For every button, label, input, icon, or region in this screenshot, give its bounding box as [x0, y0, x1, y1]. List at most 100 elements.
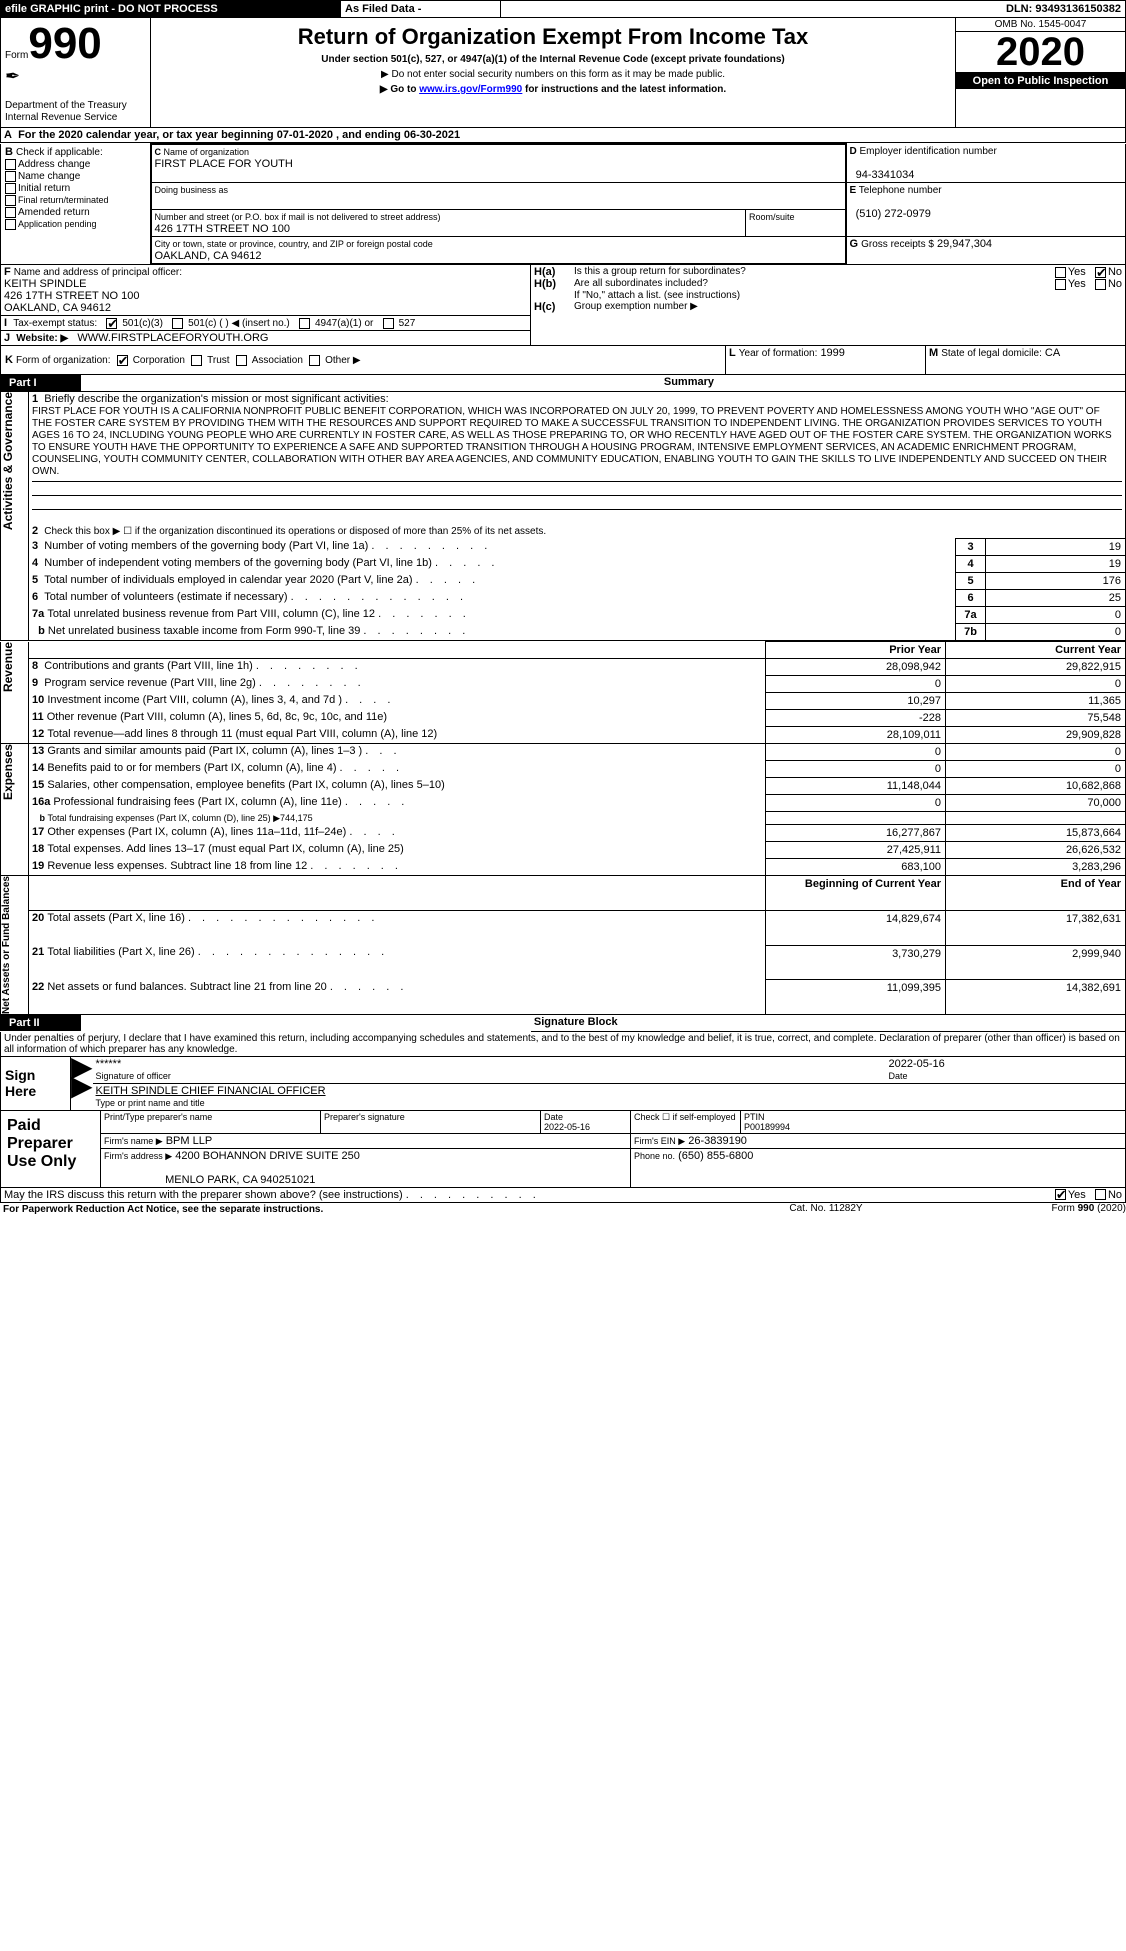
discuss-label: May the IRS discuss this return with the… [4, 1189, 403, 1201]
part-i-title: Summary [661, 375, 1126, 392]
hb-yes-checkbox[interactable] [1055, 279, 1066, 290]
prep-name-label: Print/Type preparer's name [101, 1111, 321, 1134]
form-subtitle: Under section 501(c), 527, or 4947(a)(1)… [157, 54, 949, 65]
pra-notice: For Paperwork Reduction Act Notice, see … [0, 1203, 726, 1216]
city-label: City or town, state or province, country… [155, 239, 433, 249]
form-header: Form990 ✒ Department of the Treasury Int… [0, 18, 1126, 128]
tax-year: 2020 [956, 32, 1125, 73]
org-name-label: Name of organization [164, 147, 250, 157]
row-7a: 7a Total unrelated business revenue from… [1, 607, 1126, 624]
current-year-header: Current Year [946, 642, 1126, 659]
row-13: 13 Grants and similar amounts paid (Part… [29, 744, 766, 761]
q1-label: Briefly describe the organization's miss… [44, 393, 388, 405]
row-20: 20 Total assets (Part X, line 16) . . . … [1, 910, 1126, 945]
firm-name-label: Firm's name ▶ [104, 1136, 163, 1146]
initial-return-checkbox[interactable] [5, 183, 16, 194]
year-form-value: 1999 [820, 347, 844, 359]
ein-label: Employer identification number [860, 146, 997, 157]
expenses-rotated: Expenses [1, 744, 15, 800]
corp-checkbox[interactable] [117, 355, 128, 366]
as-filed-label: As Filed Data - [341, 1, 501, 18]
501c3-checkbox[interactable] [106, 318, 117, 329]
firm-phone: (650) 855-6800 [678, 1150, 753, 1162]
paid-preparer-label: Paid Preparer Use Only [1, 1111, 101, 1188]
row-18: 18 Total expenses. Add lines 13–17 (must… [1, 842, 1126, 859]
row-19: 19 Revenue less expenses. Subtract line … [1, 859, 1126, 876]
row-3: 3 Number of voting members of the govern… [1, 539, 1126, 556]
discuss-no-checkbox[interactable] [1095, 1189, 1106, 1200]
row-14: 14 Benefits paid to or for members (Part… [1, 761, 1126, 778]
domicile-value: CA [1045, 347, 1060, 359]
row-21: 21 Total liabilities (Part X, line 26) .… [1, 945, 1126, 980]
row-22: 22 Net assets or fund balances. Subtract… [1, 980, 1126, 1015]
row-4: 4 Number of independent voting members o… [1, 556, 1126, 573]
phone-value: (510) 272-0979 [856, 208, 931, 220]
street-label: Number and street (or P.O. box if mail i… [155, 212, 441, 222]
501c-checkbox[interactable] [172, 318, 183, 329]
activities-rotated: Activities & Governance [1, 392, 15, 530]
part-ii-label: Part II [1, 1015, 81, 1031]
sig-date-label: Date [889, 1071, 908, 1081]
ptin-label: PTIN [744, 1112, 765, 1122]
form-number: 990 [28, 19, 101, 68]
firm-addr1: 4200 BOHANNON DRIVE SUITE 250 [175, 1150, 360, 1162]
hb-note: If "No," attach a list. (see instruction… [574, 290, 1122, 301]
ha-yes-checkbox[interactable] [1055, 267, 1066, 278]
row-8: 8 Contributions and grants (Part VIII, l… [1, 659, 1126, 676]
street-value: 426 17TH STREET NO 100 [155, 223, 291, 235]
line-a: A For the 2020 calendar year, or tax yea… [1, 128, 1126, 143]
prep-date-label: Date [544, 1112, 563, 1122]
perjury-text: Under penalties of perjury, I declare th… [1, 1032, 1126, 1057]
irs-label: Internal Revenue Service [5, 112, 117, 123]
sig-officer-label: Signature of officer [96, 1071, 171, 1081]
officer-name: KEITH SPINDLE [4, 278, 87, 290]
officer-addr2: OAKLAND, CA 94612 [4, 302, 111, 314]
row-15: 15 Salaries, other compensation, employe… [1, 778, 1126, 795]
row-16b: b Total fundraising expenses (Part IX, c… [1, 812, 1126, 825]
amended-checkbox[interactable] [5, 207, 16, 218]
prep-sig-label: Preparer's signature [321, 1111, 541, 1134]
527-checkbox[interactable] [383, 318, 394, 329]
firm-ein: 26-3839190 [688, 1135, 747, 1147]
dept-label: Department of the Treasury [5, 100, 127, 111]
assoc-checkbox[interactable] [236, 355, 247, 366]
room-label: Room/suite [749, 212, 795, 222]
form-title: Return of Organization Exempt From Incom… [157, 24, 949, 50]
gross-label: Gross receipts $ [861, 239, 934, 250]
row-5: 5 Total number of individuals employed i… [1, 573, 1126, 590]
officer-addr1: 426 17TH STREET NO 100 [4, 290, 140, 302]
addr-change-checkbox[interactable] [5, 159, 16, 170]
org-name: FIRST PLACE FOR YOUTH [155, 158, 293, 170]
row-7b: b Net unrelated business taxable income … [1, 624, 1126, 641]
revenue-rotated: Revenue [1, 642, 15, 692]
other-checkbox[interactable] [309, 355, 320, 366]
domicile-label: State of legal domicile: [941, 348, 1042, 359]
row-11: 11 Other revenue (Part VIII, column (A),… [1, 710, 1126, 727]
form-word: Form [5, 50, 28, 61]
app-pending-checkbox[interactable] [5, 219, 16, 230]
4947-checkbox[interactable] [299, 318, 310, 329]
netassets-rotated: Net Assets or Fund Balances [1, 876, 12, 1014]
name-change-checkbox[interactable] [5, 171, 16, 182]
firm-addr2: MENLO PARK, CA 940251021 [165, 1174, 315, 1186]
eoy-header: End of Year [946, 876, 1126, 911]
hb-no-checkbox[interactable] [1095, 279, 1106, 290]
part-i-label: Part I [1, 375, 81, 391]
sig-date: 2022-05-16 [889, 1058, 945, 1070]
form-footer: Form 990 (2020) [926, 1203, 1126, 1216]
final-return-checkbox[interactable] [5, 195, 16, 206]
trust-checkbox[interactable] [191, 355, 202, 366]
instructions-link[interactable]: www.irs.gov/Form990 [419, 84, 522, 95]
cat-no: Cat. No. 11282Y [726, 1203, 926, 1216]
hc-label: Group exemption number ▶ [574, 301, 1122, 313]
row-16a: 16a Professional fundraising fees (Part … [1, 795, 1126, 812]
sign-here-label: Sign Here [1, 1057, 71, 1111]
ha-no-checkbox[interactable] [1095, 267, 1106, 278]
phone-label: Telephone number [859, 185, 942, 196]
discuss-yes-checkbox[interactable] [1055, 1189, 1066, 1200]
row-9: 9 Program service revenue (Part VIII, li… [1, 676, 1126, 693]
firm-phone-label: Phone no. [634, 1151, 675, 1161]
ein-value: 94-3341034 [856, 169, 915, 181]
section-b: B Check if applicable: Address change Na… [1, 144, 151, 264]
dba-label: Doing business as [155, 185, 229, 195]
